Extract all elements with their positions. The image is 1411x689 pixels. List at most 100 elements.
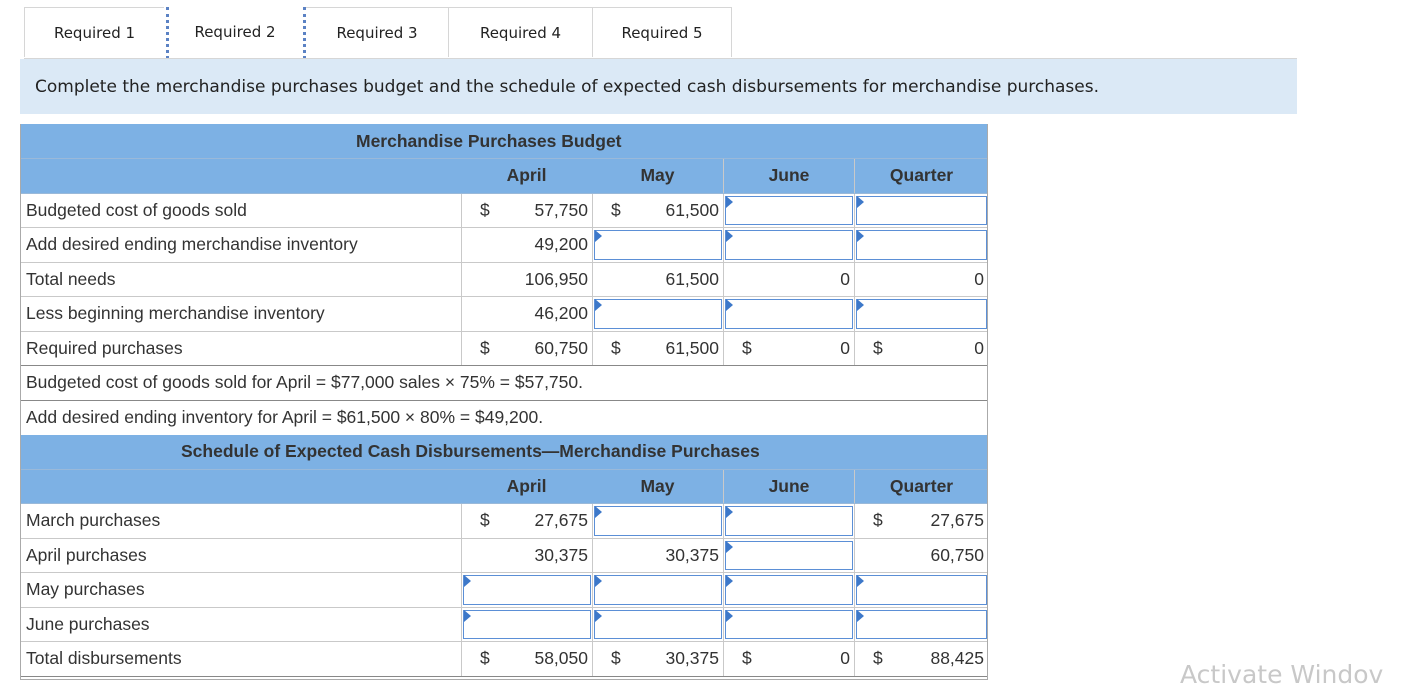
schedule-row-june: June purchases [20,607,988,642]
april-may: 30,375 [592,538,723,572]
ending-inv-april: 49,200 [461,228,592,262]
schedule-col-april: April [506,475,547,496]
june-may-input[interactable] [594,609,722,639]
may-april-input[interactable] [463,575,591,605]
may-may-input[interactable] [594,575,722,605]
cogs-june [723,193,854,227]
req-purch-may: $ 61,500 [592,331,723,365]
beg-inv-april: 46,200 [461,297,592,331]
row-label: Total disbursements [26,648,182,669]
row-label: Total needs [26,268,116,289]
june-april-input[interactable] [463,609,591,639]
cogs-quarter-input[interactable] [856,195,987,225]
cogs-april: $ 57,750 [461,193,592,227]
cogs-may-value: 61,500 [665,199,719,220]
req-purch-quarter-value: 0 [974,337,984,358]
june-june-input[interactable] [725,609,853,639]
total-may: $ 30,375 [592,642,723,676]
row-label: Less beginning merchandise inventory [26,303,325,324]
total-quarter: $ 88,425 [854,642,988,676]
dollar-sign: $ [742,648,752,669]
activate-windows-watermark: Activate Windov [1180,660,1384,689]
budget-header-row: April May June Quarter [20,159,988,194]
row-label: May purchases [26,579,145,600]
ending-inv-may-input[interactable] [594,230,722,260]
budget-grid: Merchandise Purchases Budget April May J… [20,124,988,677]
tab-divider [24,58,1297,59]
june-quarter [854,607,988,641]
march-may [592,504,723,538]
budget-col-april: April [506,165,547,186]
row-label: March purchases [26,510,161,531]
total-needs-may: 61,500 [592,262,723,296]
april-june-input[interactable] [725,540,853,570]
budget-row-ending-inventory: Add desired ending merchandise inventory… [20,228,988,263]
req-purch-april: $ 60,750 [461,331,592,365]
march-may-input[interactable] [594,506,722,536]
tab-required-2[interactable]: Required 2 [164,7,306,65]
total-june-value: 0 [840,648,850,669]
row-label: Required purchases [26,337,183,358]
may-quarter-input[interactable] [856,575,987,605]
budget-col-may: May [640,165,675,186]
beg-inv-may-input[interactable] [594,299,722,329]
schedule-col-quarter: Quarter [854,469,988,503]
schedule-row-april: April purchases 30,375 30,375 60,750 [20,538,988,573]
dollar-sign: $ [480,199,490,220]
ending-inv-may [592,228,723,262]
req-purch-april-value: 60,750 [534,337,588,358]
tab-required-5[interactable]: Required 5 [592,7,732,57]
ending-inv-june-input[interactable] [725,230,853,260]
req-purch-quarter: $ 0 [854,331,988,365]
schedule-row-may: May purchases [20,573,988,608]
april-april: 30,375 [461,538,592,572]
beg-inv-quarter-input[interactable] [856,299,987,329]
dollar-sign: $ [611,337,621,358]
total-june: $ 0 [723,642,854,676]
schedule-title-row: Schedule of Expected Cash Disbursements—… [20,435,988,470]
budget-title-row: Merchandise Purchases Budget [20,124,988,159]
beg-inv-may [592,297,723,331]
april-april-value: 30,375 [534,544,588,565]
tab-required-2-label: Required 2 [194,23,276,41]
cogs-may: $ 61,500 [592,193,723,227]
march-april-value: 27,675 [534,510,588,531]
budget-title: Merchandise Purchases Budget [356,130,622,151]
budget-note-2-row: Add desired ending inventory for April =… [20,401,988,436]
cogs-june-input[interactable] [725,195,853,225]
dollar-sign: $ [873,510,883,531]
total-needs-june: 0 [723,262,854,296]
april-quarter: 60,750 [854,538,988,572]
row-label: Add desired ending merchandise inventory [26,234,358,255]
cogs-quarter [854,193,988,227]
june-may [592,607,723,641]
budget-row-required-purchases: Required purchases $ 60,750 $ 61,500 $ 0… [20,331,988,366]
ending-inv-quarter-input[interactable] [856,230,987,260]
schedule-col-june: June [723,469,854,503]
tab-required-3[interactable]: Required 3 [306,7,448,57]
tab-bar: Required 1 Required 2 Required 3 Require… [24,7,732,65]
budget-row-total-needs: Total needs 106,950 61,500 0 0 [20,262,988,297]
budget-row-beginning-inventory: Less beginning merchandise inventory 46,… [20,297,988,332]
march-june-input[interactable] [725,506,853,536]
may-june-input[interactable] [725,575,853,605]
schedule-header-row: April May June Quarter [20,469,988,504]
march-june [723,504,854,538]
total-april-value: 58,050 [534,648,588,669]
tab-required-4[interactable]: Required 4 [448,7,592,57]
dollar-sign: $ [742,337,752,358]
june-quarter-input[interactable] [856,609,987,639]
tab-required-1[interactable]: Required 1 [24,7,164,57]
dollar-sign: $ [480,648,490,669]
march-quarter-value: 27,675 [930,510,984,531]
schedule-col-may: May [640,475,675,496]
total-needs-quarter-value: 0 [974,268,984,289]
april-may-value: 30,375 [665,544,719,565]
may-june [723,573,854,607]
total-needs-april-value: 106,950 [524,268,588,289]
row-label: June purchases [26,613,150,634]
beg-inv-june-input[interactable] [725,299,853,329]
instructions-text: Complete the merchandise purchases budge… [35,76,1100,97]
dollar-sign: $ [611,199,621,220]
req-purch-june: $ 0 [723,331,854,365]
